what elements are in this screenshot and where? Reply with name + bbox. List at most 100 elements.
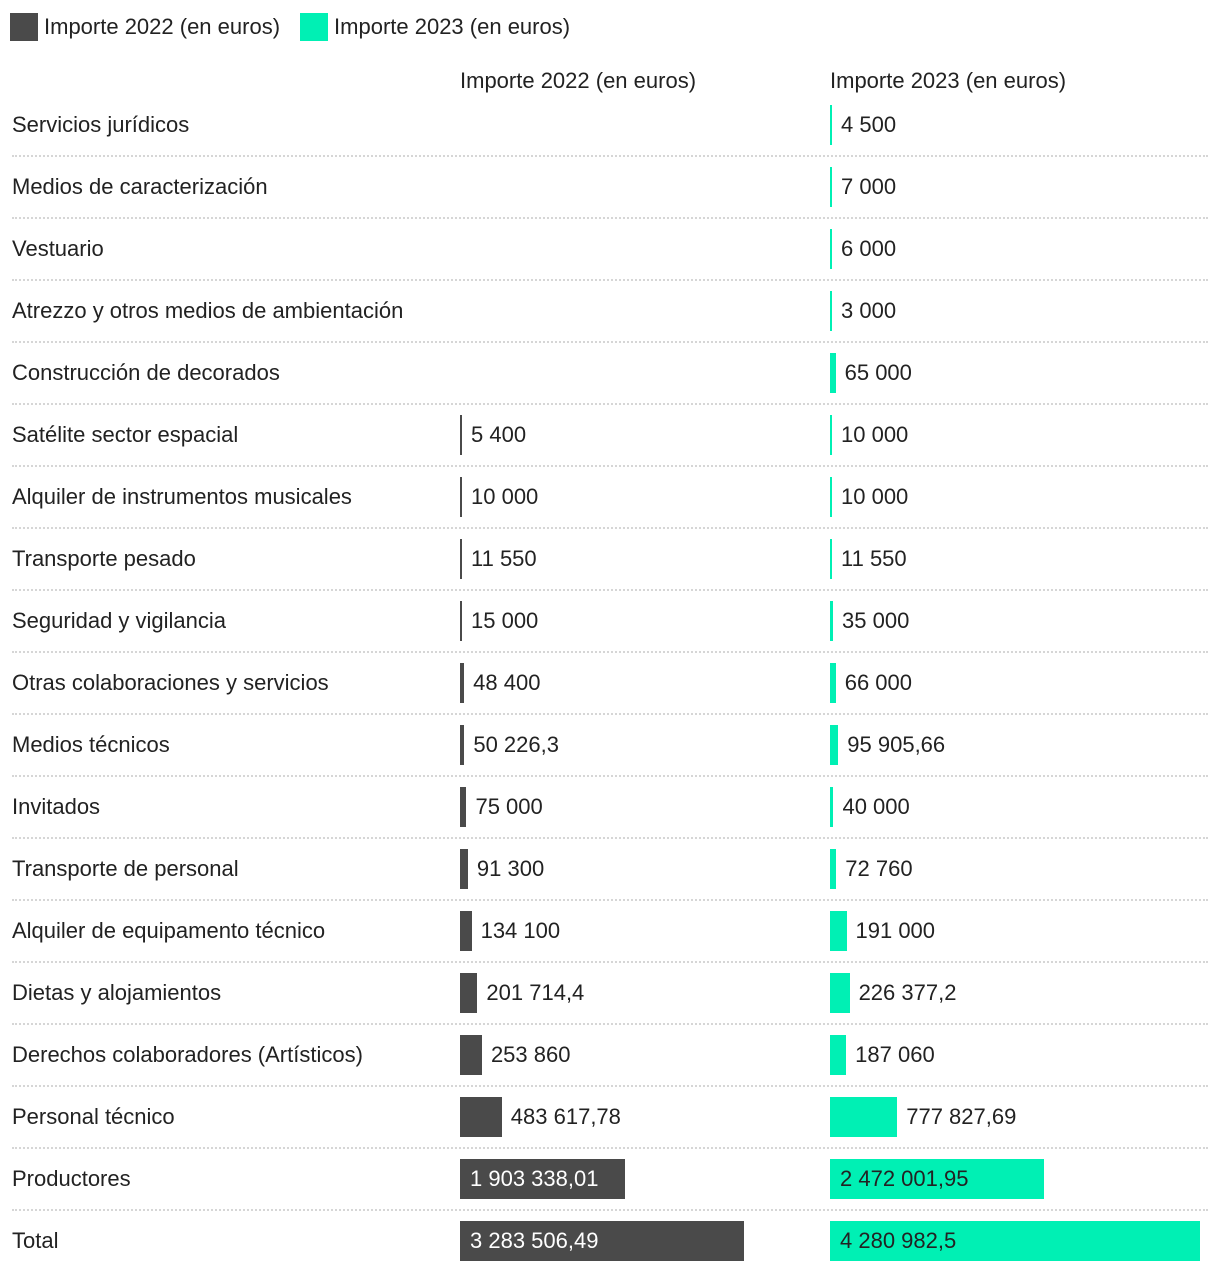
category-label: Transporte pesado [12, 546, 196, 571]
bar-cell-2022: 11 550 [460, 539, 537, 579]
category-label: Dietas y alojamientos [12, 980, 222, 1005]
table-row: Productores 1 903 338,01 2 472 001,95 [12, 1149, 1208, 1211]
value-label: 191 000 [855, 918, 936, 943]
value-label: 3 000 [841, 298, 897, 323]
value-label: 483 617,78 [510, 1104, 621, 1129]
value-label: 95 905,66 [847, 732, 946, 757]
bar-cell-2023: 11 550 [830, 539, 907, 579]
legend: Importe 2022 (en euros) Importe 2023 (en… [10, 13, 590, 41]
bar-cell-2023: 191 000 [830, 911, 935, 951]
value-label: 1 903 338,01 [470, 1166, 599, 1191]
value-label: 50 226,3 [473, 732, 559, 757]
bar-2023: 2 472 001,95 [830, 1159, 1044, 1199]
bar-cell-2023: 40 000 [830, 787, 910, 827]
bar-cell-2023: 35 000 [830, 601, 909, 641]
bar-2023 [830, 415, 832, 455]
value-label: 226 377,2 [858, 980, 957, 1005]
bar-2022: 3 283 506,49 [460, 1221, 744, 1261]
bar-cell-2023: 66 000 [830, 663, 912, 703]
category-label: Productores [12, 1166, 131, 1191]
bar-2023 [830, 973, 850, 1013]
bar-2023 [830, 291, 832, 331]
bar-2023 [830, 1097, 898, 1137]
bar-cell-2023: 4 500 [830, 105, 896, 145]
value-label: 4 280 982,5 [840, 1228, 957, 1253]
bar-cell-2023: 4 280 982,5 [830, 1221, 1200, 1261]
category-label: Seguridad y vigilancia [12, 608, 227, 633]
value-label: 2 472 001,95 [840, 1166, 969, 1191]
table-row: Alquiler de instrumentos musicales 10 000… [12, 467, 1208, 529]
bar-cell-2022: 15 000 [460, 601, 538, 641]
bar-2023 [830, 911, 847, 951]
column-header-2023: Importe 2023 (en euros) [830, 68, 1067, 93]
bar-cell-2022: 1 903 338,01 [460, 1159, 625, 1199]
bar-2022 [460, 477, 462, 517]
bar-2022 [460, 973, 478, 1013]
category-label: Alquiler de instrumentos musicales [12, 484, 352, 509]
bar-2022 [460, 725, 465, 765]
table-row: Atrezzo y otros medios de ambientación 3 … [12, 281, 1208, 343]
legend-label-2023: Importe 2023 (en euros) [334, 14, 571, 39]
bar-cell-2023: 226 377,2 [830, 973, 956, 1013]
bar-2022 [460, 601, 462, 641]
bar-2023 [830, 787, 834, 827]
category-label: Total [12, 1228, 59, 1253]
table-row: Derechos colaboradores (Artísticos) 253 8… [12, 1025, 1208, 1087]
value-label: 777 827,69 [906, 1104, 1017, 1129]
table-row: Total 3 283 506,49 4 280 982,5 [12, 1211, 1208, 1273]
category-label: Medios técnicos [12, 732, 170, 757]
value-label: 4 500 [841, 112, 897, 137]
table-row: Medios técnicos 50 226,3 95 905,66 [12, 715, 1208, 777]
value-label: 40 000 [842, 794, 910, 819]
category-label: Otras colaboraciones y servicios [12, 670, 329, 695]
value-label: 3 283 506,49 [470, 1228, 599, 1253]
bar-2023 [830, 601, 834, 641]
bar-2022 [460, 1035, 482, 1075]
value-label: 91 300 [476, 856, 545, 881]
bar-cell-2022: 5 400 [460, 415, 526, 455]
table-row: Personal técnico 483 617,78 777 827,69 [12, 1087, 1208, 1149]
table-row: Transporte de personal 91 300 72 760 [12, 839, 1208, 901]
category-label: Invitados [12, 794, 101, 819]
bar-cell-2023: 72 760 [830, 849, 913, 889]
legend-item-2023: Importe 2023 (en euros) [300, 13, 570, 41]
bar-cell-2023: 10 000 [830, 415, 908, 455]
bar-cell-2022: 483 617,78 [460, 1097, 621, 1137]
category-label: Satélite sector espacial [12, 422, 239, 447]
bar-cell-2023: 6 000 [830, 229, 896, 269]
bar-2023 [830, 849, 837, 889]
value-label: 187 060 [855, 1042, 935, 1067]
bar-cell-2022: 201 714,4 [460, 973, 584, 1013]
bar-cell-2023: 3 000 [830, 291, 896, 331]
bar-2022 [460, 787, 467, 827]
value-label: 75 000 [475, 794, 543, 819]
table-row: Otras colaboraciones y servicios 48 400 66… [12, 653, 1208, 715]
bar-cell-2022: 48 400 [460, 663, 540, 703]
value-label: 6 000 [841, 236, 897, 261]
bar-cell-2022: 91 300 [460, 849, 544, 889]
table-row: Invitados 75 000 40 000 [12, 777, 1208, 839]
table-row: Seguridad y vigilancia 15 000 35 000 [12, 591, 1208, 653]
table-row: Servicios jurídicos 4 500 [12, 95, 1208, 157]
bar-2023 [830, 167, 832, 207]
value-label: 134 100 [480, 918, 561, 943]
table-row: Construcción de decorados 65 000 [12, 343, 1208, 405]
value-label: 11 550 [471, 546, 537, 571]
value-label: 7 000 [841, 174, 897, 199]
category-label: Medios de caracterización [12, 174, 268, 199]
bar-2023 [830, 105, 832, 145]
table-row: Vestuario 6 000 [12, 219, 1208, 281]
legend-swatch-2022 [10, 13, 38, 41]
bar-2022 [460, 539, 462, 579]
bar-cell-2022: 50 226,3 [460, 725, 559, 765]
category-label: Servicios jurídicos [12, 112, 190, 137]
bar-cell-2023: 777 827,69 [830, 1097, 1016, 1137]
value-label: 35 000 [842, 608, 910, 633]
bar-2023 [830, 229, 832, 269]
value-label: 65 000 [844, 360, 912, 385]
bar-2023 [830, 477, 832, 517]
value-label: 5 400 [471, 422, 527, 447]
table-row: Medios de caracterización 7 000 [12, 157, 1208, 219]
bar-2022 [460, 1097, 502, 1137]
bar-cell-2022: 3 283 506,49 [460, 1221, 744, 1261]
